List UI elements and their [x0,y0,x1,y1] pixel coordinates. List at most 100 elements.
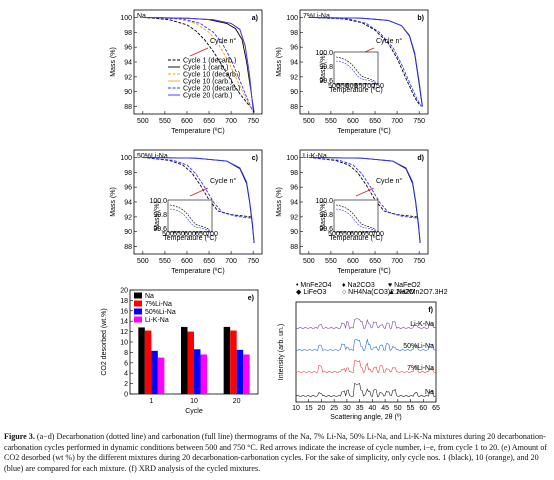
figure-caption: Figure 3. (a−d) Decarbonation (dotted li… [4,432,550,474]
phase-legend-entry: ▲ Na2Mn2O7.3H2O [388,289,448,296]
panel-letter: d) [417,155,424,162]
inset-frame [167,199,213,233]
x-tick-label: 600 [347,258,359,265]
bar-50-li-na-cycle-20 [236,349,244,394]
panel-letter: e) [248,295,254,302]
inset-x-tick-label: 650 [361,231,373,238]
inset-frame [333,51,379,85]
cycle-annotation: Cycle n° [376,177,402,185]
panel-letter: f) [428,307,433,314]
y-tick-label: 92 [124,74,132,81]
legend-swatch [134,300,142,307]
tga-chart-c: 500 550 600 650 700 750889092949698100Tempera… [110,149,263,275]
inset-y-tick-label: 100.0 [149,198,167,205]
inset-x-tick-label: 650 [355,83,367,90]
y-tick-label: 96 [290,45,298,52]
series-line [308,156,419,219]
y-tick-label: 90 [124,229,132,236]
x-tick-label: 550 [159,118,171,125]
sample-label: 7%Li-Na [303,13,330,20]
x-tick-label: 750 [413,118,425,125]
inset-x-tick-label: 600 [184,231,196,238]
series-line [308,16,420,105]
y-tick-label: 100 [120,155,132,162]
y-axis-label: CO2 desorbed (wt.%) [101,308,108,375]
y-tick-label: 88 [290,244,298,251]
trace-label: Li-K-Na [410,321,434,328]
y-tick-label: 90 [290,89,298,96]
x-tick-label: 650 [203,118,215,125]
legend-swatch [134,308,142,315]
inset-x-tick-label: 600 [350,231,362,238]
x-tick-label: 65 [432,405,440,412]
cycle-arrow [189,187,209,197]
inset-series-line [169,208,211,232]
inset-y-label: Mass (%) [320,53,327,83]
panel-letter: b) [417,15,424,22]
phase-legend-entry: ♦ Na2CO3 [342,282,375,289]
inset-x-tick-label: 500 [328,83,340,90]
legend-entry: Li-K-Na [145,317,169,324]
legend-swatch [134,292,142,299]
co2-bar-chart: 0 2 4 6 8 10 12 14 16 18 20 1 10 20 Cycle CO2 desorbed … [101,288,259,415]
series-line [142,156,253,219]
x-tick-label: 700 [391,258,403,265]
y-tick-label: 94 [124,60,132,67]
y-tick-label: 14 [120,319,128,326]
legend-entry: Cycle 1 (decarb.) [183,57,236,64]
y-axis-label: Mass (%) [110,187,117,217]
inset-y-tick-label: 99.8 [319,64,333,71]
y-axis-label: Mass (%) [110,47,117,77]
x-axis-label: Temperature (ºC) [337,268,391,275]
x-tick-label: 1 [149,398,153,405]
x-tick-label: 10 [292,405,300,412]
inset-y-label: Mass (%) [154,201,161,231]
inset-y-tick-label: 99.6 [319,226,333,233]
inset-x-tick-label: 550 [173,231,185,238]
xrd-trace [295,318,437,330]
inset-x-tick-label: 550 [339,231,351,238]
y-tick-label: 16 [120,308,128,315]
phase-legend-entry: • MnFe2O4 [296,282,332,289]
legend-entry: Na [145,293,154,300]
y-tick-label: 98 [290,30,298,37]
panel-b: 500 550 600 650 700 750 88 90 92 94 96 98 100 Tempera… [272,2,440,142]
tga-chart-d: 500 550 600 650 700 750889092949698100Tempera… [276,149,429,275]
plot-frame [295,301,437,403]
x-tick-label: 10 [190,398,198,405]
x-axis-label: Temperature (ºC) [171,268,225,275]
inset-x-label: Temperature (ºC) [163,235,217,242]
series-line [308,16,422,107]
y-tick-label: 98 [124,30,132,37]
x-tick-label: 35 [356,405,364,412]
inset-x-label: Temperature (ºC) [329,235,383,242]
y-tick-label: 98 [290,170,298,177]
inset-series-line [335,60,377,84]
x-tick-label: 500 [137,258,149,265]
x-tick-label: 20 [233,398,241,405]
trace-label: 50%Li-Na [403,343,434,350]
sample-label: Li-K-Na [303,153,327,160]
sample-label: Na [137,13,146,20]
legend-entry: 7%Li-Na [145,301,172,308]
x-tick-label: 700 [225,118,237,125]
sample-label: 50%Li-Na [137,153,168,160]
xrd-chart: 10 15 20 25 30 35 40 45 50 55 60 65 Scattering angle… [278,282,448,421]
y-axis-label: Mass (%) [276,187,283,217]
bar-na-cycle-10 [181,326,188,394]
inset-y-label: Mass (%) [320,201,327,231]
cycle-annotation: Cycle n° [210,177,236,185]
legend-entry: Cycle 20 (decarb.) [183,85,240,92]
panel-d: 500 550 600 650 700 750 88 90 92 94 96 98 100 Tempera… [272,142,440,282]
panel-a: 500 550 600 650 700 750 88 90 92 94 96 98 100 Tempera… [106,2,274,142]
y-tick-label: 12 [120,329,128,336]
caption-text: (a−d) Decarbonation (dotted line) and ca… [4,432,548,473]
y-tick-label: 96 [124,45,132,52]
x-tick-label: 550 [325,118,337,125]
x-tick-label: 750 [247,118,259,125]
series-line [142,16,253,111]
trace-label: 7%Li-Na [407,365,434,372]
y-tick-label: 94 [290,60,298,67]
legend-entry: Cycle 10 (carb.) [183,78,232,85]
y-tick-label: 90 [290,229,298,236]
